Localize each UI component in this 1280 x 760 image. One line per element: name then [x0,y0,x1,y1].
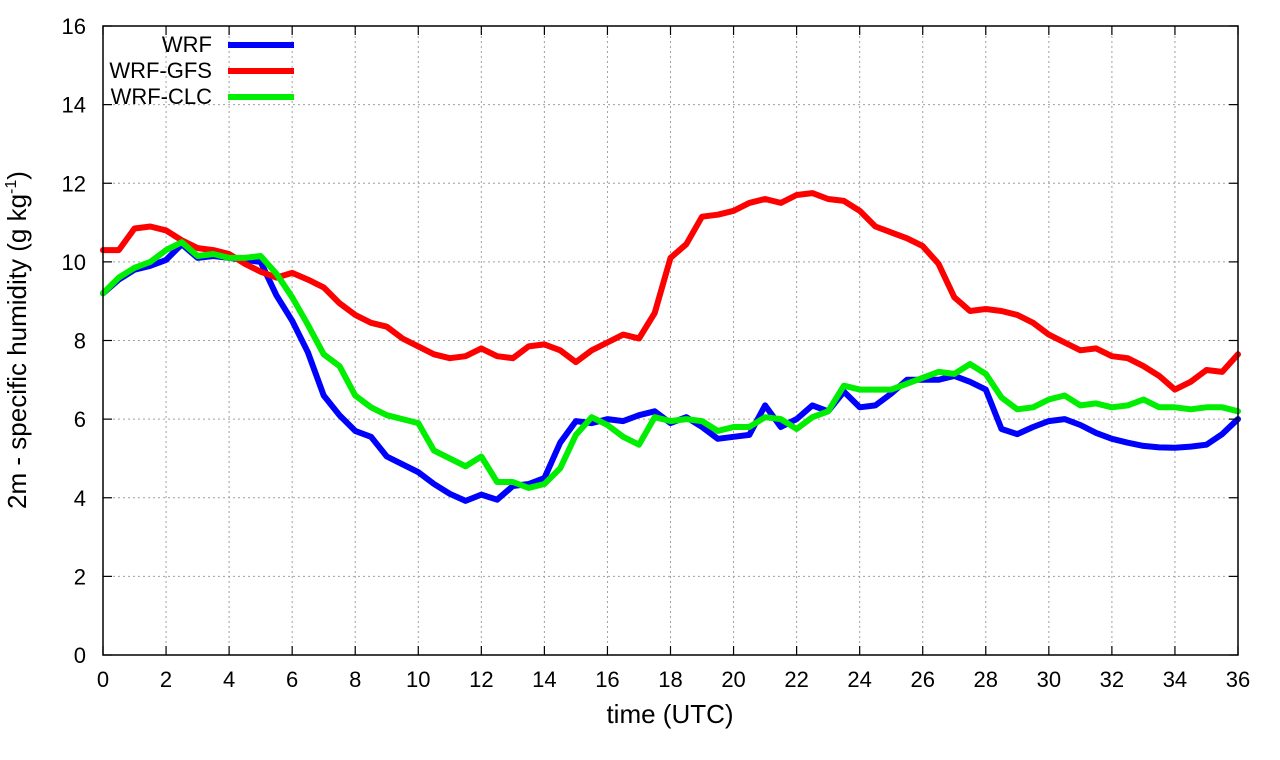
axis-ticks [102,25,1239,656]
x-tick-label: 10 [406,667,430,692]
x-tick-label: 26 [910,667,934,692]
tick-labels: 0 2 4 6 8 10 12 14 16 18 20 22 24 26 28 30 32 34 360246810… [62,14,1251,692]
x-tick-label: 20 [721,667,745,692]
legend-label-wrf-clc: WRF-CLC [111,84,213,109]
x-tick-label: 12 [469,667,493,692]
y-axis-title-exponent: -1 [3,180,20,194]
legend-label-wrf: WRF [162,32,212,57]
y-tick-label: 0 [74,643,86,668]
x-tick-label: 8 [349,667,361,692]
y-tick-label: 10 [62,250,86,275]
x-tick-label: 36 [1226,667,1250,692]
y-axis-title: 2m - specific humidity (g kg-1) [2,171,32,509]
x-tick-label: 16 [595,667,619,692]
y-axis-title-main: 2m - specific humidity (g kg [2,194,32,509]
x-tick-label: 2 [160,667,172,692]
y-axis-title-close: ) [2,171,32,180]
y-tick-label: 16 [62,14,86,39]
legend-label-wrf-gfs: WRF-GFS [109,58,212,83]
x-tick-label: 4 [223,667,235,692]
series-line-wrf-clc [100,239,1241,491]
x-tick-label: 32 [1100,667,1124,692]
x-tick-label: 6 [286,667,298,692]
x-tick-label: 30 [1037,667,1061,692]
series-line-wrf-gfs [100,190,1241,393]
y-tick-label: 2 [74,564,86,589]
x-tick-label: 0 [97,667,109,692]
x-tick-label: 14 [532,667,556,692]
x-tick-label: 34 [1163,667,1187,692]
data-series [100,190,1241,504]
y-tick-label: 8 [74,329,86,354]
y-tick-label: 4 [74,486,86,511]
x-axis-title: time (UTC) [606,699,733,729]
x-tick-label: 22 [784,667,808,692]
y-tick-label: 14 [62,93,86,118]
x-tick-label: 24 [847,667,871,692]
y-tick-label: 12 [62,171,86,196]
x-tick-label: 18 [658,667,682,692]
x-tick-label: 28 [974,667,998,692]
y-tick-label: 6 [74,407,86,432]
